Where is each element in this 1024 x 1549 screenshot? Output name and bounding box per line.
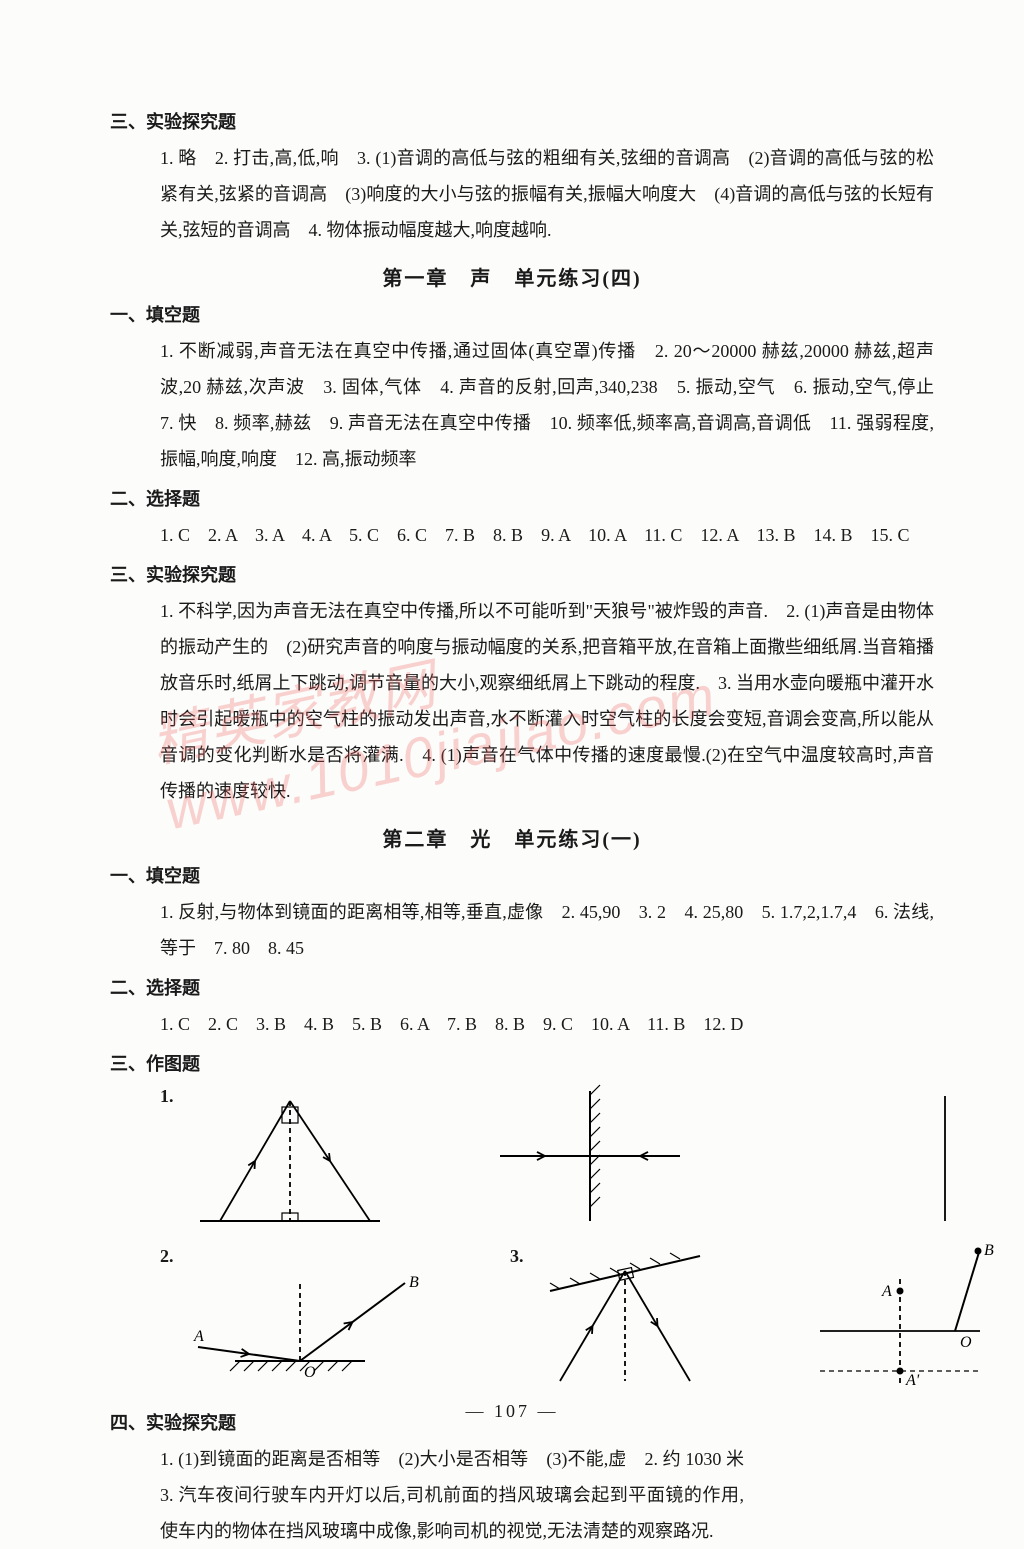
fig-4: BAA'O xyxy=(810,1241,990,1401)
sec-a-body: 1. 略 2. 打击,高,低,响 3. (1)音调的高低与弦的粗细有关,弦细的音… xyxy=(60,140,964,248)
sound-exp-body: 1. 不科学,因为声音无法在真空中传播,所以不可能听到"天狼号"被炸毁的声音. … xyxy=(60,593,964,809)
svg-text:A: A xyxy=(881,1283,892,1300)
sound-fill-body: 1. 不断减弱,声音无法在真空中传播,通过固体(真空罩)传播 2. 20～200… xyxy=(60,333,964,477)
sec-a-heading: 三、实验探究题 xyxy=(60,108,964,134)
svg-text:A': A' xyxy=(905,1372,920,1389)
svg-text:A: A xyxy=(193,1328,204,1345)
diagram-2-label: 2. xyxy=(160,1246,174,1267)
page-number: — 107 — xyxy=(0,1401,1024,1422)
sound-choice-body: 1. C 2. A 3. A 4. A 5. C 6. C 7. B 8. B … xyxy=(60,517,964,553)
svg-text:B: B xyxy=(984,1242,994,1259)
fig-1a xyxy=(190,1091,390,1231)
chapter-light-title: 第二章 光 单元练习(一) xyxy=(60,823,964,852)
svg-text:B: B xyxy=(409,1274,419,1291)
fig-1c xyxy=(850,1091,960,1231)
light-choice-heading: 二、选择题 xyxy=(60,974,964,1000)
sound-exp-heading: 三、实验探究题 xyxy=(60,561,964,587)
fig-1b xyxy=(490,1091,690,1231)
chapter-sound-title: 第一章 声 单元练习(四) xyxy=(60,262,964,291)
light-fill-heading: 一、填空题 xyxy=(60,862,964,888)
fig-2: A B O xyxy=(180,1261,420,1381)
diagram-1-label: 1. xyxy=(160,1086,174,1107)
diagram-row-2: 2. A B O 3. B A A' O xyxy=(60,1246,964,1401)
sound-choice-heading: 二、选择题 xyxy=(60,485,964,511)
diagram-3-label: 3. xyxy=(510,1246,524,1267)
light-draw-heading: 三、作图题 xyxy=(60,1050,964,1076)
fig-3 xyxy=(530,1256,720,1386)
svg-text:O: O xyxy=(304,1364,316,1381)
light-exp-body: 1. (1)到镜面的距离是否相等 (2)大小是否相等 (3)不能,虚 2. 约 … xyxy=(60,1441,964,1549)
sound-fill-heading: 一、填空题 xyxy=(60,301,964,327)
diagram-row-1: 1. xyxy=(60,1086,964,1236)
light-choice-body: 1. C 2. C 3. B 4. B 5. B 6. A 7. B 8. B … xyxy=(60,1006,964,1042)
svg-text:O: O xyxy=(960,1334,972,1351)
light-fill-body: 1. 反射,与物体到镜面的距离相等,相等,垂直,虚像 2. 45,90 3. 2… xyxy=(60,894,964,966)
